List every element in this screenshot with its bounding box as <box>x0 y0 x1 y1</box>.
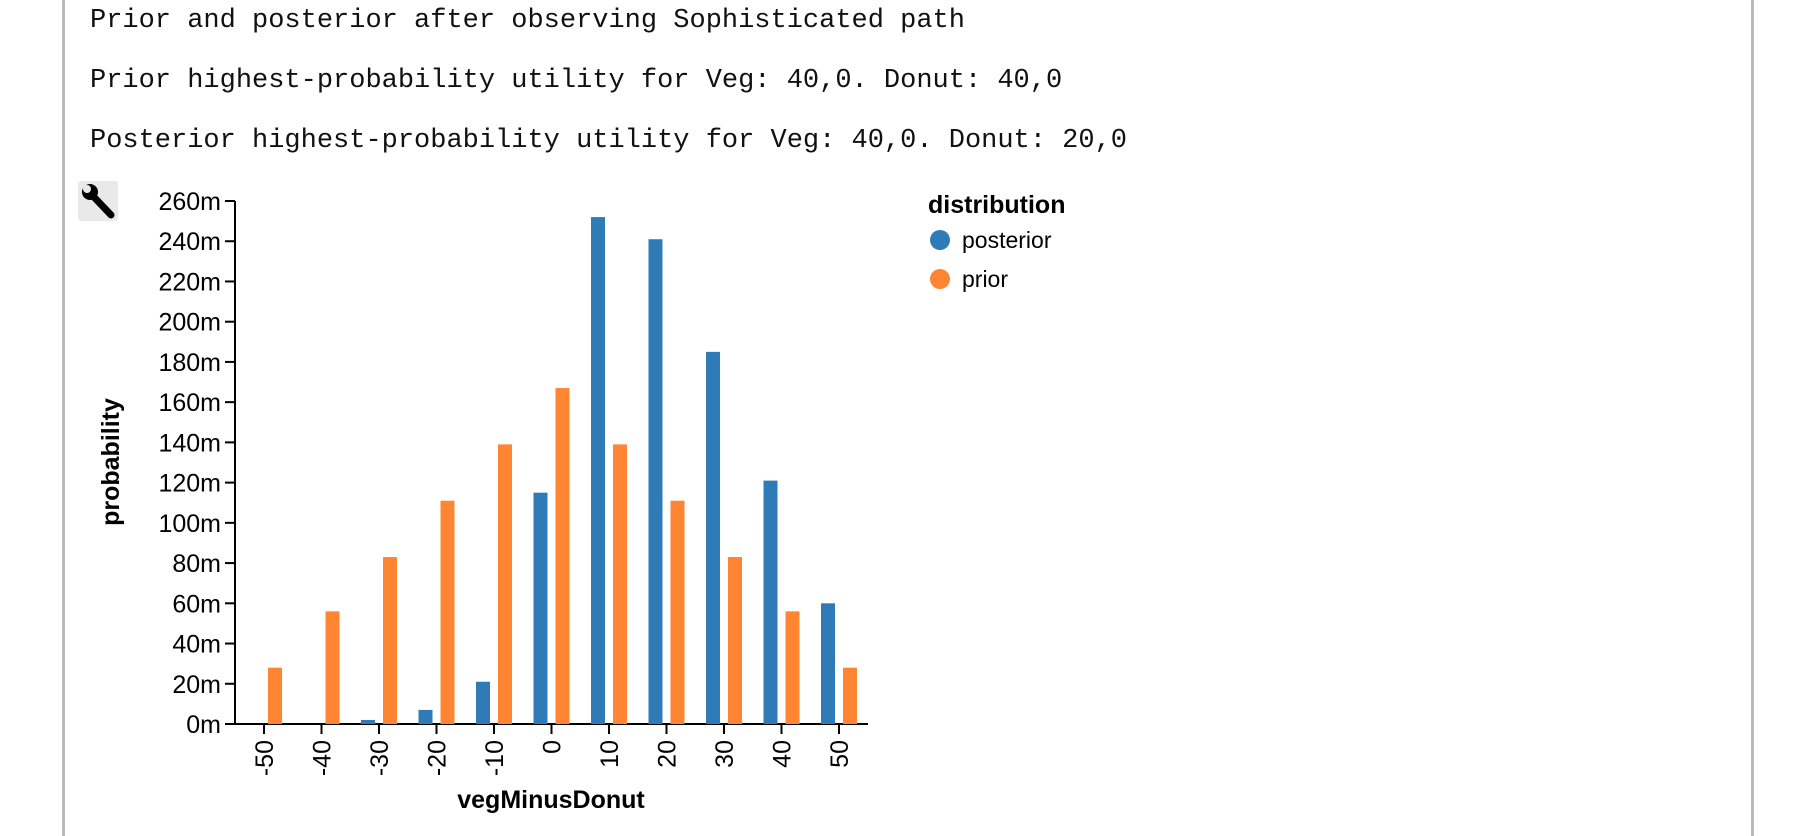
bar-prior <box>440 500 455 724</box>
bar-posterior <box>361 719 375 724</box>
y-tick-label: 180m <box>158 349 221 377</box>
bar-prior <box>268 667 282 724</box>
y-tick-label: 40m <box>172 631 221 659</box>
y-tick-label: 80m <box>172 550 221 578</box>
x-tick-label: 40 <box>769 740 797 768</box>
x-tick-label: 20 <box>654 740 682 768</box>
chart-tools-button[interactable] <box>78 181 118 221</box>
x-tick-label: -20 <box>424 740 452 776</box>
y-tick-label: 60m <box>172 590 221 618</box>
bar-prior <box>728 557 742 724</box>
bar-posterior <box>821 603 835 724</box>
y-tick-label: 120m <box>158 470 221 498</box>
y-tick-label: 100m <box>158 510 221 538</box>
bar-prior <box>498 444 512 724</box>
x-tick-label: -30 <box>366 740 394 776</box>
bar-posterior <box>706 351 720 724</box>
result-title: Prior and posterior after observing Soph… <box>90 6 965 36</box>
bar-posterior <box>763 480 778 724</box>
bar-prior <box>383 557 397 724</box>
y-tick-label: 140m <box>158 429 221 457</box>
y-axis-title: probability <box>97 398 125 526</box>
legend-swatch-posterior <box>930 230 950 250</box>
bar-posterior <box>591 217 605 725</box>
bar-prior <box>613 444 627 724</box>
legend-label-posterior: posterior <box>962 227 1052 253</box>
x-tick-label: -40 <box>309 740 337 776</box>
bar-prior <box>785 611 800 724</box>
output-frame <box>62 0 1754 836</box>
y-tick-label: 260m <box>158 188 221 216</box>
legend-swatch-prior <box>930 269 950 289</box>
x-tick-label: 50 <box>826 740 854 768</box>
bar-posterior <box>648 239 663 724</box>
bar-posterior <box>476 681 490 724</box>
bar-prior <box>325 611 340 724</box>
x-tick-label: 10 <box>596 740 624 768</box>
bar-posterior <box>533 492 548 724</box>
x-axis-title: vegMinusDonut <box>457 786 645 814</box>
prior-summary: Prior highest-probability utility for Ve… <box>90 66 1063 96</box>
y-tick-label: 220m <box>158 268 221 296</box>
x-tick-label: -50 <box>251 740 279 776</box>
x-tick-label: 30 <box>711 740 739 768</box>
y-tick-label: 160m <box>158 389 221 417</box>
x-tick-label: -10 <box>481 740 509 776</box>
y-tick-label: 20m <box>172 671 221 699</box>
wrench-icon <box>82 184 115 219</box>
legend-label-prior: prior <box>962 266 1008 292</box>
y-tick-label: 240m <box>158 228 221 256</box>
bar-prior <box>670 500 685 724</box>
y-tick-label: 200m <box>158 309 221 337</box>
x-tick-label: 0 <box>539 740 567 754</box>
bar-prior <box>555 388 570 724</box>
y-tick-label: 0m <box>186 711 221 739</box>
bar-posterior <box>418 709 433 724</box>
legend-title: distribution <box>928 191 1065 219</box>
posterior-summary: Posterior highest-probability utility fo… <box>90 126 1127 156</box>
bar-prior <box>843 667 857 724</box>
